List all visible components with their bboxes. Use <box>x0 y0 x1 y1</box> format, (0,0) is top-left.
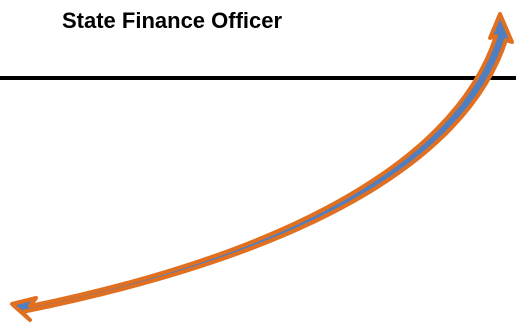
curved-arrow-body <box>10 12 514 322</box>
role-title: State Finance Officer <box>62 8 283 33</box>
curved-double-arrow <box>10 12 514 322</box>
